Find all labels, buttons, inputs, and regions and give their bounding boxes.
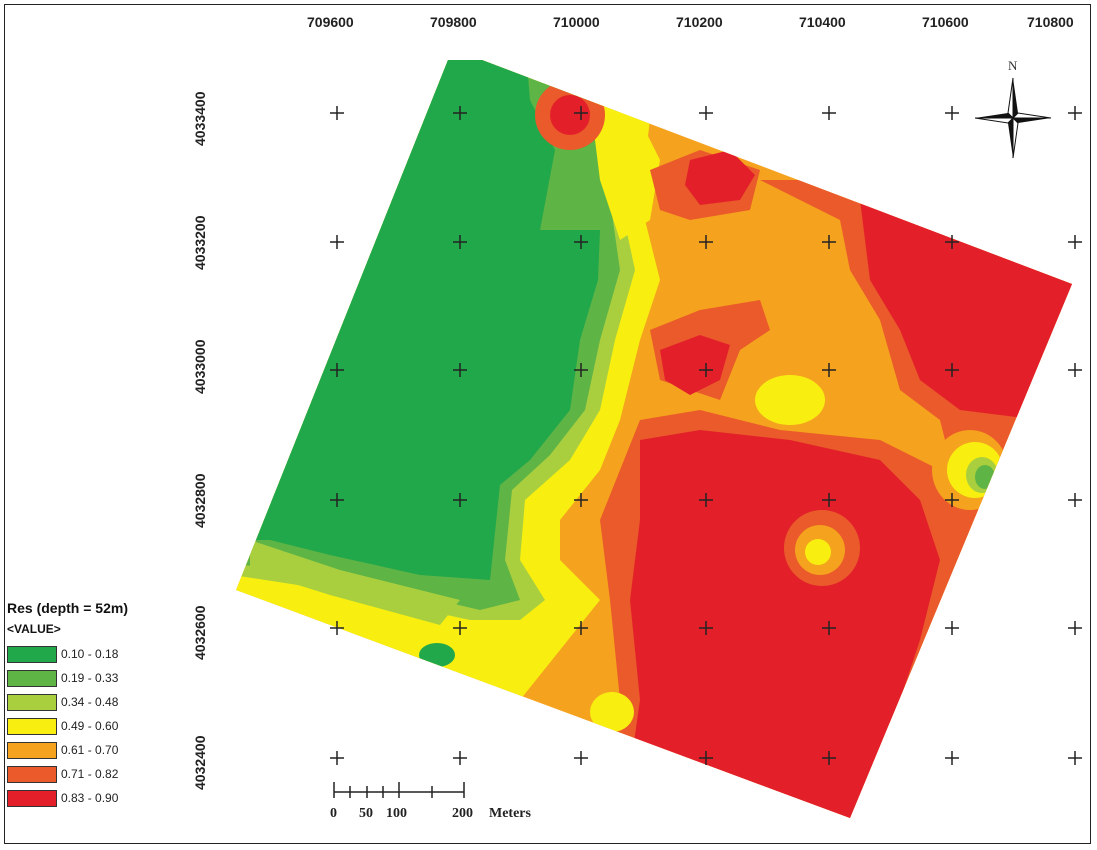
plus-icon	[1068, 751, 1082, 765]
north-arrow-icon	[974, 77, 1052, 159]
legend-swatch	[7, 789, 57, 807]
plus-icon	[453, 493, 467, 507]
plus-icon	[330, 106, 344, 120]
legend-item: 0.61 - 0.70	[7, 738, 182, 762]
plus-icon	[574, 235, 588, 249]
legend-label: 0.49 - 0.60	[61, 719, 119, 733]
plus-icon	[822, 621, 836, 635]
legend-swatch	[7, 765, 57, 783]
scale-label: 0	[330, 806, 337, 821]
legend-subtitle: <VALUE>	[7, 622, 61, 636]
legend-item: 0.83 - 0.90	[7, 786, 182, 810]
scale-label: 50	[359, 806, 373, 821]
grid-markers	[330, 106, 1082, 765]
north-label: N	[1008, 58, 1018, 73]
legend-label: 0.19 - 0.33	[61, 671, 119, 685]
legend-swatch	[7, 669, 57, 687]
plus-icon	[945, 621, 959, 635]
plus-icon	[453, 235, 467, 249]
plus-icon	[1068, 621, 1082, 635]
y-tick-label: 4033200	[192, 215, 208, 270]
legend-item: 0.19 - 0.33	[7, 666, 182, 690]
legend-label: 0.34 - 0.48	[61, 695, 119, 709]
legend-title: Res (depth = 52m)	[7, 600, 128, 616]
plus-icon	[1068, 235, 1082, 249]
legend-swatch	[7, 717, 57, 735]
plus-icon	[945, 493, 959, 507]
plus-icon	[574, 621, 588, 635]
plus-icon	[945, 751, 959, 765]
x-tick-label: 709800	[430, 14, 477, 30]
plus-icon	[574, 493, 588, 507]
plus-icon	[330, 621, 344, 635]
plus-icon	[822, 493, 836, 507]
scale-label: 100	[386, 806, 407, 821]
plus-icon	[453, 363, 467, 377]
survey-area	[236, 60, 1072, 818]
plus-icon	[822, 751, 836, 765]
plus-icon	[699, 363, 713, 377]
plus-icon	[330, 751, 344, 765]
plus-icon	[330, 235, 344, 249]
plus-icon	[822, 363, 836, 377]
y-tick-label: 4032400	[192, 735, 208, 790]
x-tick-label: 710600	[922, 14, 969, 30]
scale-label: 200	[452, 806, 473, 821]
scale-bar	[333, 782, 465, 798]
x-tick-label: 709600	[307, 14, 354, 30]
y-tick-label: 4033400	[192, 91, 208, 146]
legend-swatch	[7, 693, 57, 711]
plus-icon	[574, 751, 588, 765]
plus-icon	[945, 363, 959, 377]
plus-icon	[699, 751, 713, 765]
legend-item: 0.10 - 0.18	[7, 642, 182, 666]
x-tick-label: 710400	[799, 14, 846, 30]
plus-icon	[822, 106, 836, 120]
legend-item: 0.34 - 0.48	[7, 690, 182, 714]
plus-icon	[699, 106, 713, 120]
plus-icon	[330, 363, 344, 377]
plus-icon	[1068, 363, 1082, 377]
x-tick-label: 710200	[676, 14, 723, 30]
legend-label: 0.83 - 0.90	[61, 791, 119, 805]
plus-icon	[699, 235, 713, 249]
plus-icon	[699, 621, 713, 635]
plus-icon	[574, 363, 588, 377]
legend: Res (depth = 52m) <VALUE> 0.10 - 0.18 0.1…	[7, 600, 182, 840]
legend-label: 0.71 - 0.82	[61, 767, 119, 781]
y-tick-label: 4032800	[192, 473, 208, 528]
plus-icon	[453, 751, 467, 765]
legend-item: 0.49 - 0.60	[7, 714, 182, 738]
plus-icon	[453, 621, 467, 635]
plus-icon	[822, 235, 836, 249]
legend-item: 0.71 - 0.82	[7, 762, 182, 786]
y-tick-label: 4033000	[192, 339, 208, 394]
plus-icon	[945, 235, 959, 249]
legend-label: 0.61 - 0.70	[61, 743, 119, 757]
plus-icon	[699, 493, 713, 507]
x-tick-label: 710000	[553, 14, 600, 30]
y-tick-label: 4032600	[192, 605, 208, 660]
plus-icon	[453, 106, 467, 120]
x-tick-label: 710800	[1027, 14, 1074, 30]
plus-icon	[330, 493, 344, 507]
plus-icon	[945, 106, 959, 120]
legend-label: 0.10 - 0.18	[61, 647, 119, 661]
legend-swatch	[7, 645, 57, 663]
plus-icon	[1068, 106, 1082, 120]
legend-swatch	[7, 741, 57, 759]
scale-unit: Meters	[489, 806, 531, 821]
plus-icon	[1068, 493, 1082, 507]
legend-classes: 0.10 - 0.18 0.19 - 0.33 0.34 - 0.48 0.49 - …	[7, 642, 182, 810]
plus-icon	[574, 106, 588, 120]
